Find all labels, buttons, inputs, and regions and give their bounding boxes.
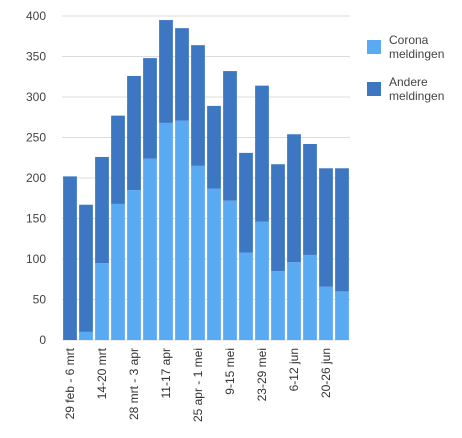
x-tick-label: 23-29 mei (255, 348, 269, 401)
bar-corona (287, 262, 301, 340)
x-tick-label: 20-26 jun (319, 348, 333, 398)
legend-swatch-andere (367, 82, 381, 96)
bars (63, 20, 349, 341)
y-tick-label: 100 (26, 252, 46, 266)
bar-corona (271, 271, 285, 340)
bar-andere (303, 143, 317, 255)
x-tick-label: 25 apr - 1 mei (191, 348, 205, 422)
legend: Corona meldingen Andere meldingen (367, 33, 444, 103)
legend-label-andere: Andere meldingen (389, 75, 444, 103)
x-tick-label: 14-20 mrt (95, 347, 109, 399)
bar-andere (239, 152, 253, 253)
bar-andere (191, 45, 205, 166)
x-tick-label: 9-15 mei (223, 348, 237, 395)
gridlines (62, 15, 350, 341)
y-tick-label: 300 (26, 90, 46, 104)
x-tick-label: 28 mrt - 3 apr (127, 348, 141, 420)
bar-andere (63, 176, 77, 340)
bar-andere (175, 28, 189, 121)
x-tick-label: 11-17 apr (159, 348, 173, 398)
bar-corona (303, 254, 317, 340)
bar-andere (319, 168, 333, 287)
bar-corona (111, 203, 125, 340)
y-axis: 0 50 100 150 200 250 300 350 400 (26, 9, 46, 347)
bar-corona (319, 286, 333, 340)
bar-corona (127, 190, 141, 340)
bar-andere (207, 105, 221, 189)
bar-andere (95, 156, 109, 264)
bar-corona (159, 122, 173, 340)
x-axis: 29 feb - 6 mrt 14-20 mrt 28 mrt - 3 apr 11-… (63, 347, 333, 422)
bar-corona (79, 331, 93, 340)
y-tick-label: 350 (26, 50, 46, 64)
legend-label-corona: Corona meldingen (389, 33, 444, 61)
y-tick-label: 50 (33, 293, 47, 307)
bar-corona (207, 188, 221, 340)
bar-andere (79, 204, 93, 332)
bar-andere (335, 168, 349, 292)
legend-swatch-corona (367, 40, 381, 54)
y-tick-label: 150 (26, 212, 46, 226)
y-tick-label: 0 (39, 333, 46, 347)
y-tick-label: 200 (26, 171, 46, 185)
bar-corona (191, 165, 205, 340)
bar-corona (255, 221, 269, 340)
x-tick-label: 6-12 jun (287, 348, 301, 391)
y-tick-label: 250 (26, 131, 46, 145)
bar-corona (175, 120, 189, 341)
bar-corona (143, 158, 157, 340)
x-tick-label: 29 feb - 6 mrt (63, 347, 77, 419)
bar-andere (255, 85, 269, 222)
bar-andere (111, 115, 125, 204)
bar-corona (223, 200, 237, 340)
bar-andere (143, 58, 157, 159)
bar-andere (271, 164, 285, 272)
bar-andere (127, 75, 141, 191)
bar-andere (159, 20, 173, 123)
bar-andere (287, 134, 301, 263)
bar-andere (223, 71, 237, 201)
bar-corona (239, 252, 253, 340)
y-tick-label: 400 (26, 9, 46, 23)
bar-corona (335, 291, 349, 340)
bar-corona (95, 263, 109, 340)
